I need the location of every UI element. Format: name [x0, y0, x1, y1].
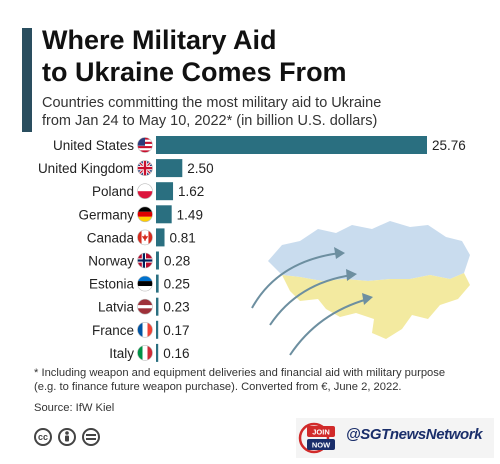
category-label: Poland	[92, 184, 134, 199]
bar-united-kingdom	[156, 159, 183, 178]
category-label: Estonia	[89, 277, 135, 292]
license-icons: cc	[34, 428, 100, 446]
uk-flag-icon	[137, 160, 153, 176]
value-label: 0.17	[163, 323, 189, 338]
bar-norway	[156, 251, 159, 270]
bar-chart: United States 25.76 United Kingdom 2.50 Pola…	[38, 136, 470, 362]
norway-flag-icon	[137, 252, 153, 269]
bar-canada	[156, 228, 165, 247]
by-icon[interactable]	[58, 428, 76, 446]
ukraine-map-decoration	[251, 221, 470, 356]
cc-icon[interactable]: cc	[34, 428, 52, 446]
chart-title: Where Military Aid to Ukraine Comes From	[42, 24, 482, 88]
bar-estonia	[156, 274, 159, 293]
value-label: 2.50	[187, 161, 213, 176]
subtitle-line-2: from Jan 24 to May 10, 2022* (in billion…	[42, 113, 378, 129]
value-label: 1.62	[178, 184, 204, 199]
arrow-lower	[289, 298, 369, 356]
category-label: Latvia	[98, 300, 135, 315]
estonia-flag-icon	[137, 275, 153, 292]
chart-title-line-2: to Ukraine Comes From	[42, 57, 347, 87]
germany-flag-icon	[137, 206, 153, 223]
poland-flag-icon	[137, 183, 153, 200]
us-flag-icon	[137, 137, 153, 153]
ukraine-map-north	[268, 221, 470, 281]
footnote-line-2: (e.g. to finance future weapon purchase)…	[34, 381, 402, 393]
category-label: Italy	[109, 346, 134, 361]
badge-top-text: JOIN	[312, 428, 330, 437]
category-label: Norway	[88, 254, 134, 269]
category-label: France	[92, 323, 134, 338]
chart-subtitle: Countries committing the most military a…	[42, 94, 482, 130]
value-label: 0.28	[164, 254, 190, 269]
value-label: 1.49	[177, 207, 203, 222]
bar-rows: United States 25.76 United Kingdom 2.50 Pola…	[38, 136, 466, 362]
chart-title-line-1: Where Military Aid	[42, 25, 277, 55]
value-label: 0.23	[163, 300, 189, 315]
canada-flag-icon	[137, 229, 153, 246]
title-accent-bar	[22, 28, 32, 132]
bar-france	[156, 320, 159, 339]
bar-latvia	[156, 297, 159, 316]
watermark-handle[interactable]: @SGTnewsNetwork	[346, 426, 483, 443]
value-label: 0.25	[164, 277, 190, 292]
arrow-upper	[251, 252, 341, 309]
watermark-banner: JOIN NOW @SGTnewsNetwork	[296, 418, 494, 458]
category-label: Canada	[87, 230, 135, 245]
category-label: United States	[53, 138, 134, 153]
category-label: Germany	[78, 207, 134, 222]
bar-united-states	[156, 136, 427, 154]
arrow-lower-head	[362, 293, 373, 305]
join-now-badge[interactable]: JOIN NOW	[298, 422, 336, 454]
footnote: * Including weapon and equipment deliver…	[34, 366, 484, 394]
value-label: 0.81	[170, 230, 196, 245]
france-flag-icon	[137, 322, 153, 338]
nd-icon[interactable]	[82, 428, 100, 446]
value-label: 0.16	[163, 346, 189, 361]
arrow-upper-head	[334, 247, 345, 259]
latvia-flag-icon	[137, 298, 153, 315]
ukraine-map-south	[282, 273, 470, 339]
bar-poland	[156, 182, 174, 201]
value-label: 25.76	[432, 138, 466, 153]
arrow-middle-head	[346, 269, 357, 281]
footnote-line-1: * Including weapon and equipment deliver…	[34, 367, 446, 379]
source-note: Source: IfW Kiel	[34, 402, 115, 414]
badge-bottom-text: NOW	[312, 441, 331, 450]
bar-germany	[156, 205, 172, 224]
subtitle-line-1: Countries committing the most military a…	[42, 95, 382, 111]
category-label: United Kingdom	[38, 161, 134, 176]
italy-flag-icon	[137, 345, 153, 361]
arrow-middle	[269, 274, 353, 326]
bar-italy	[156, 343, 159, 362]
